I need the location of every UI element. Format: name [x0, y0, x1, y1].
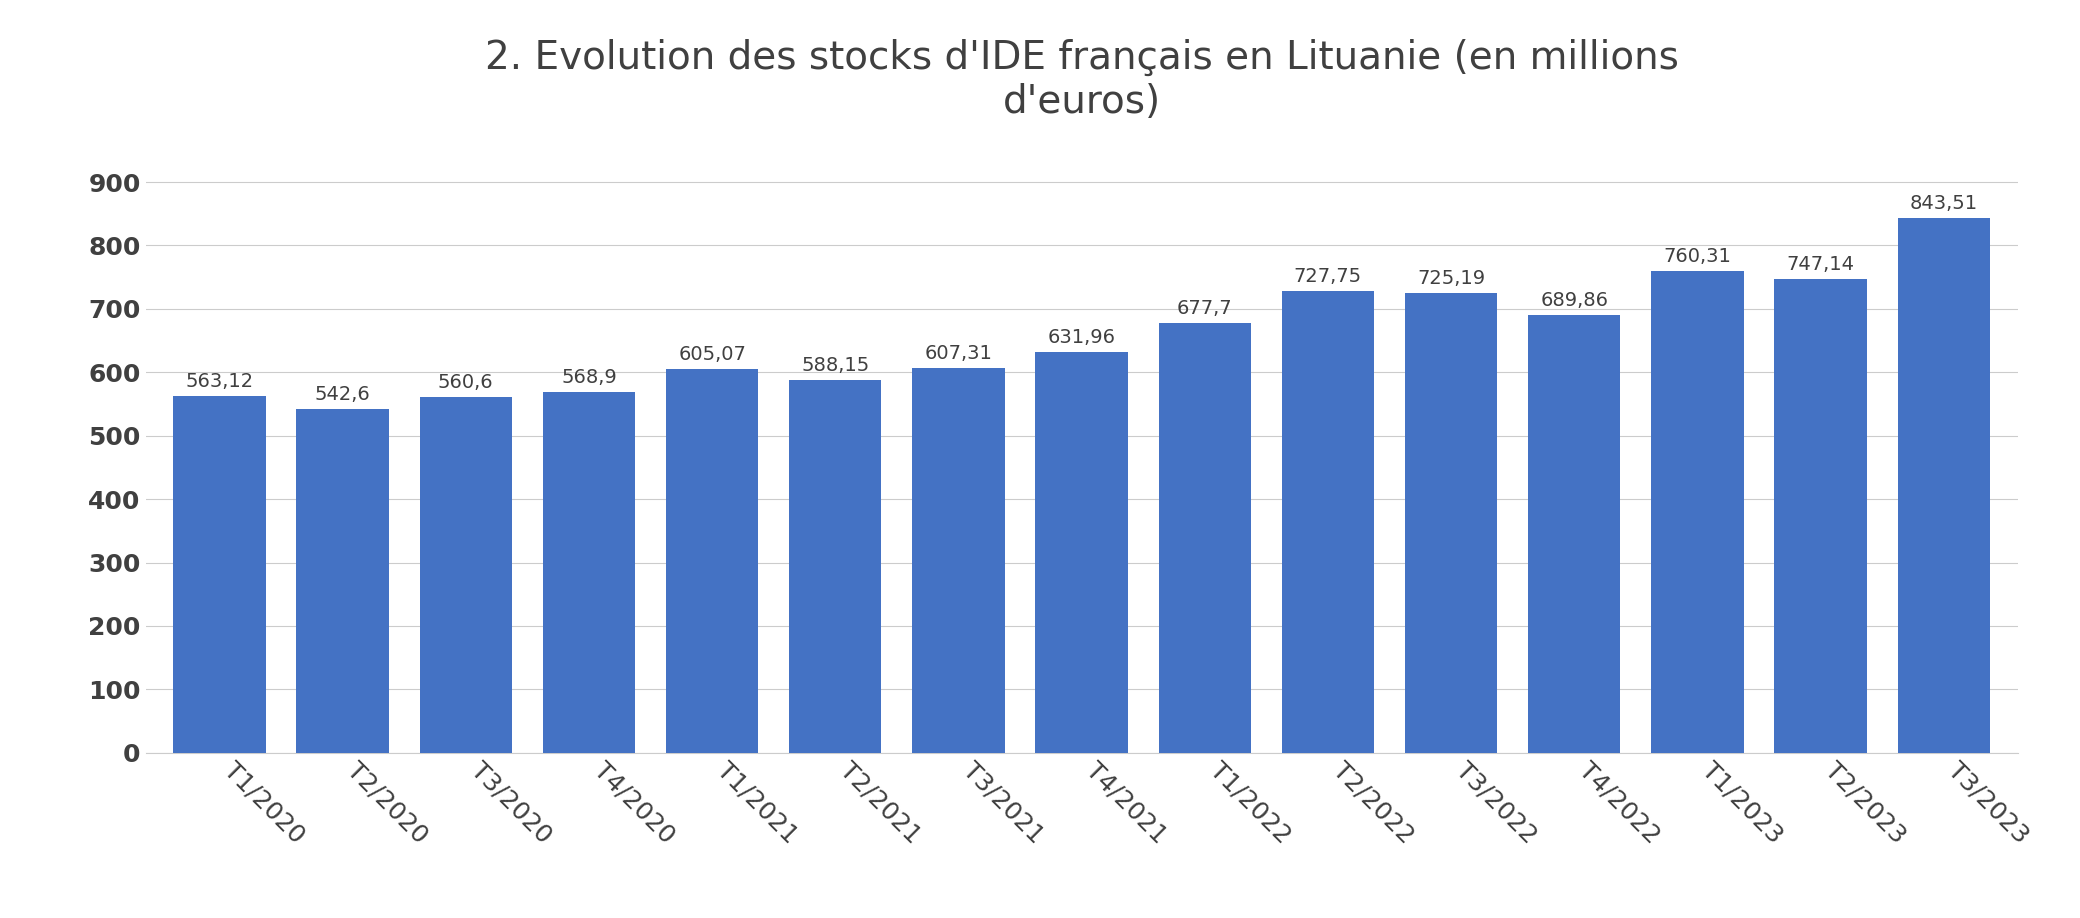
Bar: [788, 380, 882, 753]
Text: 760,31: 760,31: [1664, 247, 1731, 265]
Bar: [1774, 279, 1866, 753]
Text: 563,12: 563,12: [185, 372, 254, 391]
Text: 542,6: 542,6: [314, 385, 370, 404]
Text: 747,14: 747,14: [1787, 255, 1855, 274]
Title: 2. Evolution des stocks d'IDE français en Lituanie (en millions
d'euros): 2. Evolution des stocks d'IDE français e…: [485, 39, 1679, 120]
Bar: [1404, 293, 1498, 753]
Text: 607,31: 607,31: [924, 343, 992, 363]
Bar: [1652, 271, 1743, 753]
Bar: [1281, 291, 1375, 753]
Text: 677,7: 677,7: [1177, 299, 1233, 318]
Bar: [543, 392, 634, 753]
Bar: [297, 409, 389, 753]
Text: 568,9: 568,9: [562, 368, 618, 387]
Bar: [1036, 352, 1127, 753]
Text: 727,75: 727,75: [1294, 267, 1362, 286]
Text: 689,86: 689,86: [1539, 291, 1608, 310]
Bar: [1897, 218, 1991, 753]
Bar: [173, 396, 266, 753]
Text: 560,6: 560,6: [439, 374, 493, 392]
Text: 588,15: 588,15: [801, 356, 869, 375]
Bar: [666, 369, 759, 753]
Text: 843,51: 843,51: [1909, 194, 1978, 213]
Bar: [1159, 323, 1250, 753]
Bar: [420, 397, 512, 753]
Text: 605,07: 605,07: [678, 345, 747, 364]
Text: 725,19: 725,19: [1416, 269, 1485, 288]
Text: 631,96: 631,96: [1048, 328, 1115, 347]
Bar: [913, 368, 1005, 753]
Bar: [1529, 315, 1620, 753]
